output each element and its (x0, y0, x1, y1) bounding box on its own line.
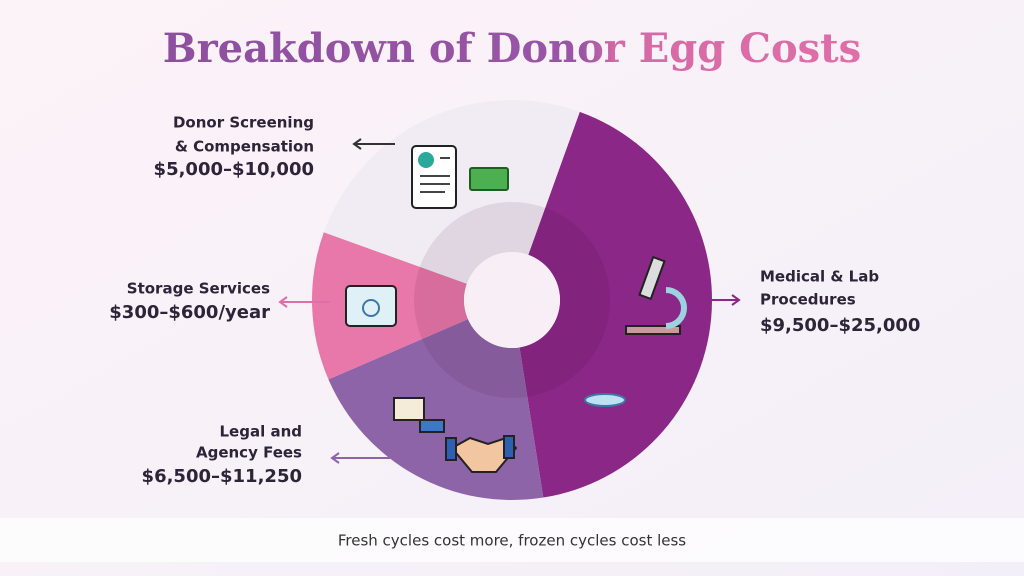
footer-bar (0, 518, 1024, 562)
clipboard-icon (411, 145, 457, 209)
category-label: Storage Services (127, 280, 270, 298)
cost-range: $9,500–$25,000 (760, 315, 920, 336)
microscope-icon (625, 255, 687, 335)
legal-icon (393, 397, 445, 433)
category-label: Procedures (760, 291, 856, 309)
handshake-icon (445, 435, 518, 473)
arrows (278, 138, 741, 464)
category-label: & Compensation (175, 138, 314, 156)
donut-slice (519, 111, 712, 498)
category-label: Agency Fees (196, 444, 302, 462)
labels: Medical & Lab Procedures $9,500–$25,000 Leg… (109, 114, 920, 488)
money-icon (469, 167, 509, 191)
category-label: Medical & Lab (760, 268, 879, 286)
cost-range: $300–$600/year (109, 302, 270, 323)
donut-hole (464, 252, 560, 348)
inner-ring (414, 202, 610, 398)
chart-title: Breakdown of Donor Egg Costs (163, 25, 861, 72)
footnote: Fresh cycles cost more, frozen cycles co… (338, 532, 686, 550)
dish-icon (584, 393, 626, 407)
category-label: Donor Screening (173, 114, 314, 132)
freezer-icon (345, 285, 397, 327)
cost-range: $5,000–$10,000 (154, 159, 314, 180)
category-label: Legal and (220, 423, 303, 441)
cost-range: $6,500–$11,250 (142, 466, 302, 487)
